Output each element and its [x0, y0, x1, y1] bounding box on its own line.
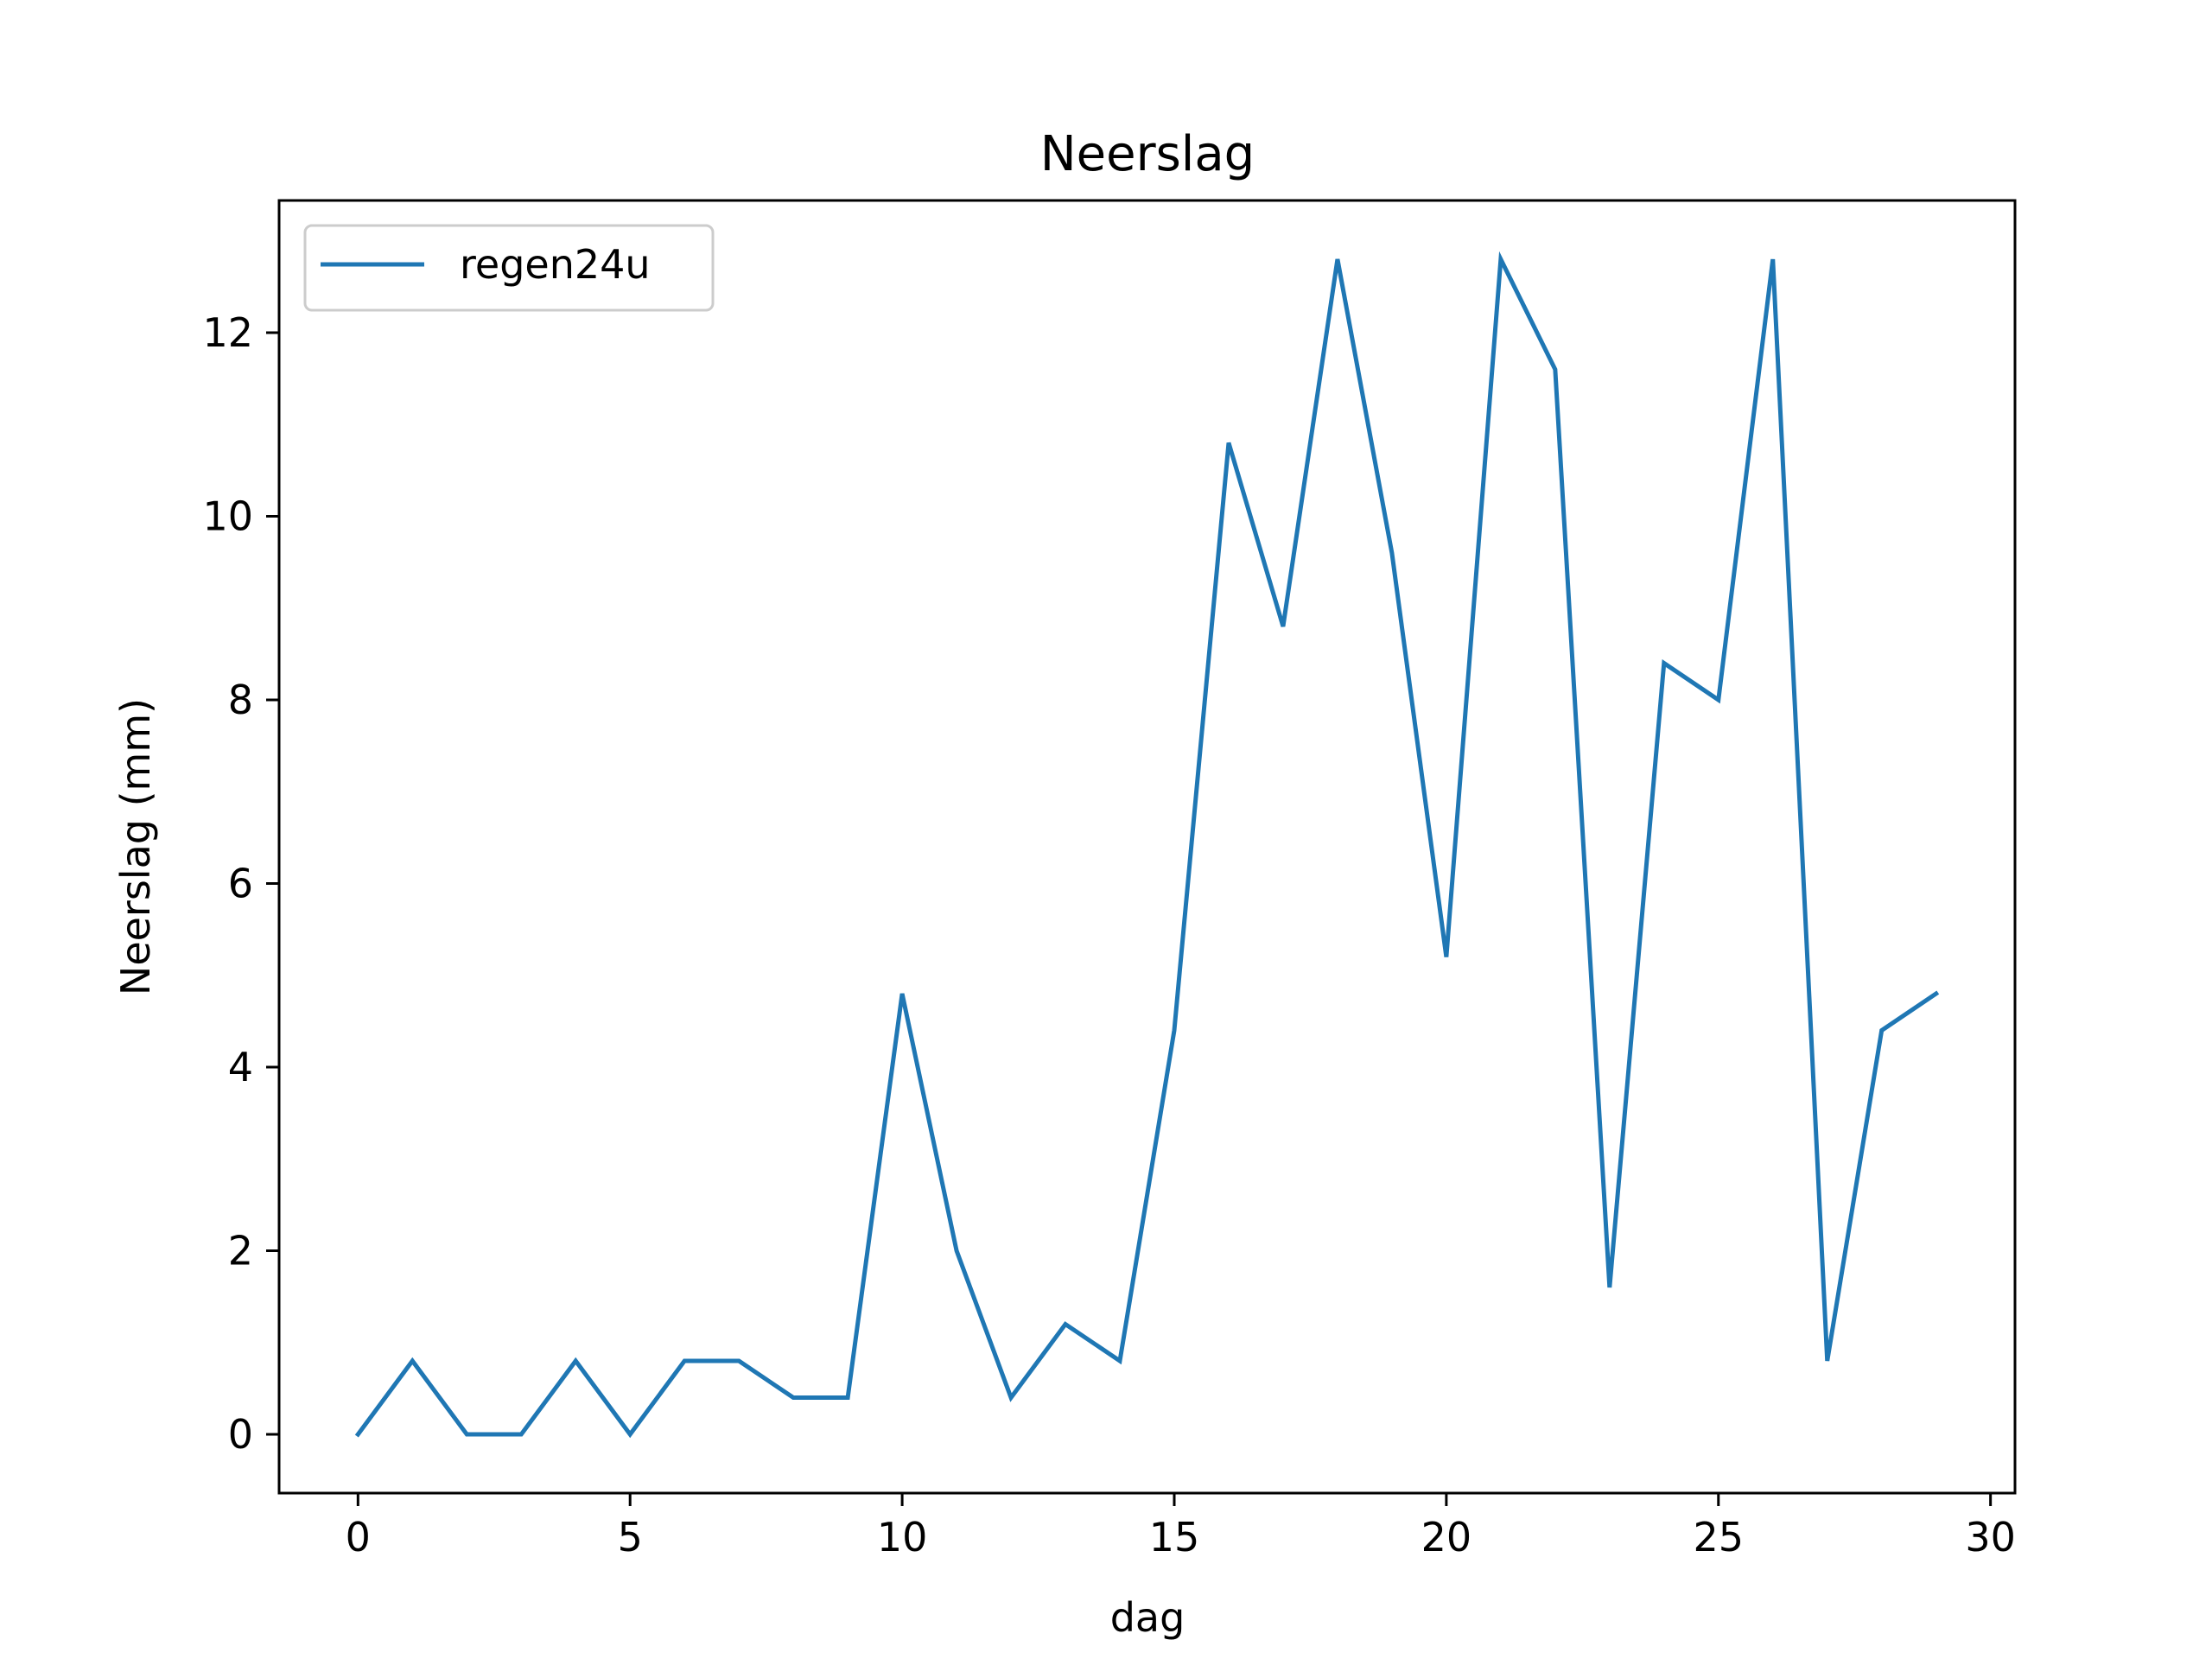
plot-area [277, 199, 2017, 1495]
y-axis: 0 2 4 6 8 10 12 [202, 309, 279, 1458]
y-tick-label: 10 [202, 493, 253, 540]
series-layer [354, 251, 1940, 1439]
legend: regen24u [303, 224, 715, 312]
y-tick-label: 4 [228, 1044, 253, 1090]
y-tick-label: 0 [228, 1411, 253, 1458]
plot-frame [277, 199, 2017, 1495]
x-tick-label: 25 [1693, 1514, 1744, 1560]
legend-label-regen24u: regen24u [460, 241, 651, 288]
x-tick-label: 0 [346, 1514, 371, 1560]
x-tick-label: 15 [1149, 1514, 1200, 1560]
y-axis-label: Neerslag (mm) [112, 698, 159, 995]
x-tick-label: 10 [877, 1514, 928, 1560]
x-axis-label: dag [1110, 1594, 1185, 1641]
x-tick-label: 5 [618, 1514, 643, 1560]
plot-background [279, 200, 2015, 1493]
y-tick-label: 2 [228, 1228, 253, 1274]
x-axis: 0 5 10 15 20 25 30 [346, 1493, 2016, 1560]
chart-title: Neerslag [1040, 126, 1255, 182]
y-tick-label: 6 [228, 861, 253, 907]
y-tick-label: 8 [228, 677, 253, 723]
x-tick-label: 20 [1421, 1514, 1472, 1560]
x-tick-label: 30 [1965, 1514, 2016, 1560]
y-tick-label: 12 [202, 309, 253, 356]
legend-box [303, 224, 715, 312]
series-line-regen24u [354, 251, 1940, 1439]
